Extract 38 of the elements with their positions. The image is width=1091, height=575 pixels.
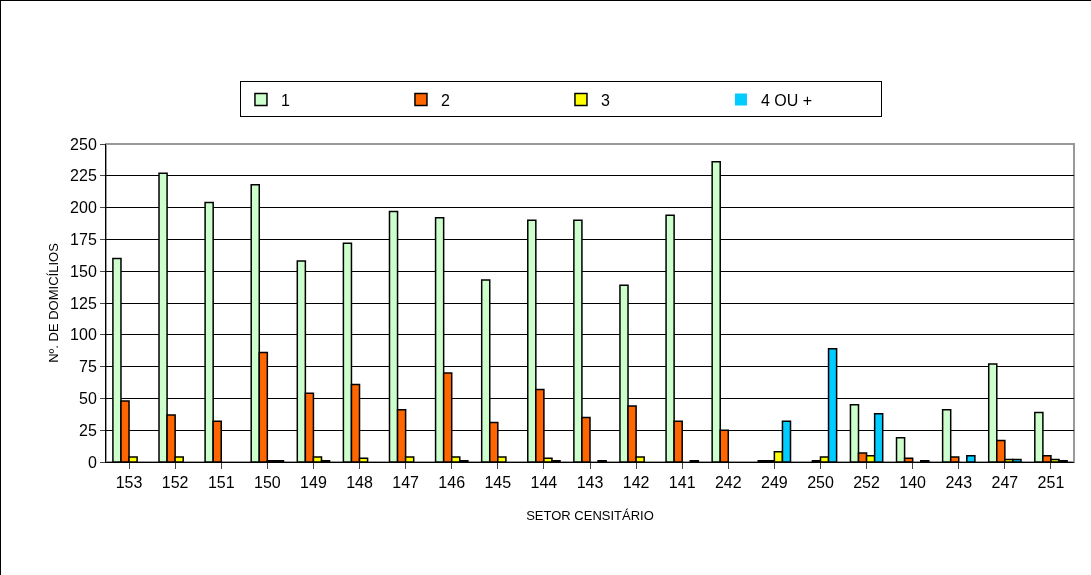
x-axis-title: SETOR CENSITÁRIO: [526, 507, 654, 523]
legend-label: 1: [280, 91, 290, 109]
x-tick-label: 250: [807, 474, 834, 492]
y-tick-label: 150: [70, 262, 97, 280]
x-tick-label: 146: [438, 474, 466, 492]
x-tick-label: 147: [392, 474, 420, 492]
legend-label: 3: [600, 91, 610, 109]
x-tick-label: 151: [207, 474, 235, 492]
y-tick-label: 250: [70, 135, 97, 153]
x-tick-label: 153: [115, 474, 143, 492]
x-tick-label: 140: [899, 474, 927, 492]
x-tick-label: 150: [253, 474, 281, 492]
y-tick-label: 50: [79, 390, 97, 407]
x-tick-label: 243: [945, 474, 973, 492]
x-tick-label: 148: [346, 474, 373, 492]
x-tick-label: 141: [668, 474, 696, 492]
x-tick-label: 251: [1037, 474, 1065, 492]
y-axis-title: Nº. DE DOMICÍLIOS: [46, 242, 62, 363]
y-tick-label: 125: [70, 294, 97, 312]
y-tick-label: 0: [87, 453, 97, 471]
x-tick-label: 143: [576, 474, 604, 492]
x-tick-label: 152: [161, 474, 189, 492]
x-tick-label: 252: [853, 474, 881, 492]
legend-label: 2: [440, 91, 450, 109]
y-tick-label: 100: [70, 326, 97, 344]
x-tick-label: 142: [622, 474, 650, 492]
x-tick-label: 247: [991, 474, 1019, 492]
x-tick-label: 242: [714, 474, 742, 492]
y-tick-label: 25: [79, 421, 97, 439]
x-tick-label: 145: [484, 474, 512, 492]
x-tick-label: 149: [300, 474, 327, 492]
y-tick-label: 200: [70, 199, 97, 217]
x-tick-label: 144: [530, 474, 558, 492]
y-tick-label: 175: [70, 231, 97, 248]
y-tick-label: 225: [70, 167, 97, 185]
x-tick-label: 249: [761, 474, 788, 492]
y-tick-label: 75: [79, 358, 97, 376]
legend-label: 4 OU +: [760, 91, 813, 109]
